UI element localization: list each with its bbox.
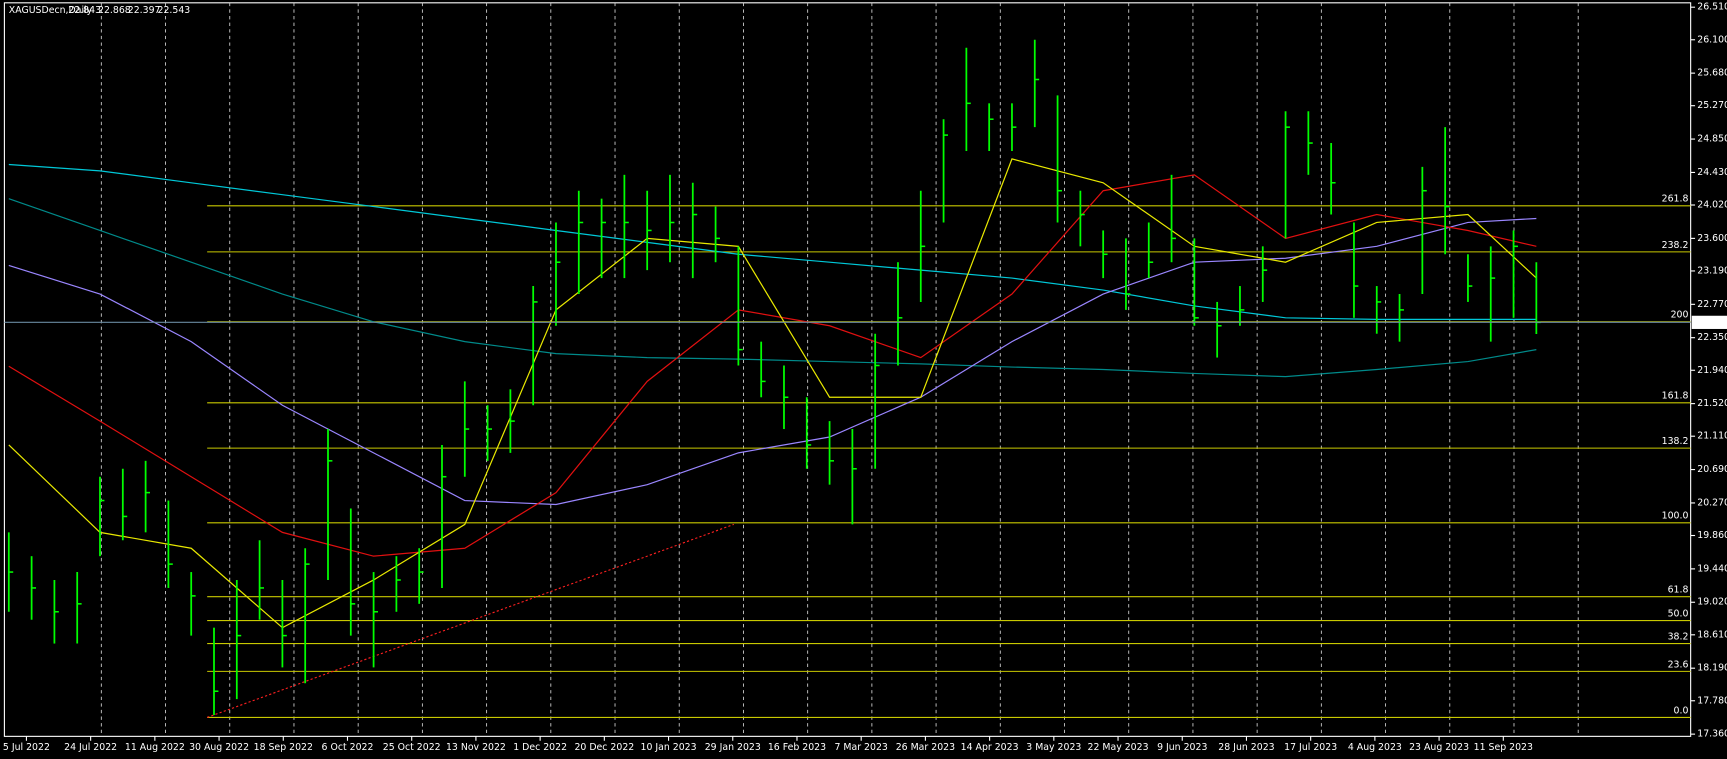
level-label: 23.6 bbox=[1668, 659, 1689, 670]
x-tick-label: 25 Oct 2022 bbox=[383, 742, 441, 753]
level-label: 38.2 bbox=[1668, 631, 1689, 642]
x-tick-label: 18 Sep 2022 bbox=[254, 742, 313, 753]
level-label: 238.2 bbox=[1662, 240, 1689, 251]
x-tick-label: 3 May 2023 bbox=[1026, 742, 1081, 753]
x-tick-label: 7 Mar 2023 bbox=[834, 742, 887, 753]
y-tick-label: 20.270 bbox=[1697, 497, 1727, 508]
x-tick-label: 10 Jan 2023 bbox=[640, 742, 696, 753]
moving-average-line bbox=[8, 217, 1537, 506]
x-tick-label: 26 Mar 2023 bbox=[896, 742, 955, 753]
x-tick-label: 24 Jul 2022 bbox=[64, 742, 117, 753]
level-label: 0.0 bbox=[1674, 705, 1689, 716]
y-tick-label: 19.020 bbox=[1697, 597, 1727, 608]
x-tick-label: 9 Jun 2023 bbox=[1157, 742, 1207, 753]
trendline bbox=[206, 523, 735, 718]
y-tick-label: 23.600 bbox=[1697, 233, 1727, 244]
y-tick-label: 24.430 bbox=[1697, 167, 1727, 178]
y-tick-label: 26.100 bbox=[1697, 34, 1727, 45]
levels: 261.8 238.2 200 161.8 138.2 100.0 61.8 50.0 38.2… bbox=[206, 194, 1691, 718]
y-tick-label: 25.270 bbox=[1697, 100, 1727, 111]
moving-average-line bbox=[8, 174, 1537, 557]
x-tick-label: 22 May 2023 bbox=[1088, 742, 1149, 753]
y-tick-label: 17.360 bbox=[1697, 729, 1727, 740]
level-label: 138.2 bbox=[1662, 436, 1689, 447]
level-label: 261.8 bbox=[1662, 194, 1689, 205]
level-label: 161.8 bbox=[1662, 391, 1689, 402]
level-label: 200 bbox=[1671, 310, 1689, 321]
x-tick-label: 6 Oct 2022 bbox=[322, 742, 374, 753]
y-tick-label: 24.020 bbox=[1697, 200, 1727, 211]
grid bbox=[100, 2, 1579, 737]
x-tick-label: 16 Feb 2023 bbox=[768, 742, 826, 753]
x-tick-label: 1 Dec 2022 bbox=[513, 742, 567, 753]
y-tick-label: 20.690 bbox=[1697, 464, 1727, 475]
header-value: 22.843 bbox=[68, 5, 101, 16]
header-value: 22.397 bbox=[128, 5, 161, 16]
y-tick-label: 17.780 bbox=[1697, 695, 1727, 706]
x-tick-label: 20 Dec 2022 bbox=[574, 742, 634, 753]
x-tick-label: 5 Jul 2022 bbox=[3, 742, 50, 753]
y-tick-label: 18.610 bbox=[1697, 629, 1727, 640]
moving-average-line bbox=[8, 158, 1537, 629]
x-tick-label: 14 Apr 2023 bbox=[961, 742, 1019, 753]
x-tick-label: 4 Aug 2023 bbox=[1348, 742, 1402, 753]
y-tick-label: 19.440 bbox=[1697, 563, 1727, 574]
x-tick-label: 13 Nov 2022 bbox=[446, 742, 506, 753]
moving-averages bbox=[8, 158, 1537, 629]
x-tick-label: 11 Aug 2022 bbox=[125, 742, 185, 753]
last-price-label: 22.543 bbox=[1695, 317, 1727, 328]
y-tick-label: 21.520 bbox=[1697, 398, 1727, 409]
y-tick-label: 26.510 bbox=[1697, 2, 1727, 13]
header-value: 22.543 bbox=[158, 5, 191, 16]
bars bbox=[7, 39, 1541, 716]
x-tick-label: 30 Aug 2022 bbox=[189, 742, 249, 753]
level-label: 100.0 bbox=[1662, 511, 1689, 522]
x-tick-label: 28 Jun 2023 bbox=[1218, 742, 1274, 753]
moving-average-line bbox=[8, 198, 1537, 378]
moving-average-line bbox=[8, 163, 1537, 320]
x-tick-label: 11 Sep 2023 bbox=[1474, 742, 1533, 753]
y-tick-label: 22.770 bbox=[1697, 299, 1727, 310]
axes: 26.510 26.100 25.680 25.270 24.850 24.430 24.0… bbox=[3, 2, 1727, 753]
x-tick-label: 23 Aug 2023 bbox=[1409, 742, 1469, 753]
y-tick-label: 25.680 bbox=[1697, 68, 1727, 79]
y-tick-label: 21.940 bbox=[1697, 365, 1727, 376]
y-tick-label: 18.190 bbox=[1697, 663, 1727, 674]
y-tick-label: 23.190 bbox=[1697, 265, 1727, 276]
plot-frame bbox=[3, 2, 1692, 737]
level-label: 50.0 bbox=[1668, 608, 1689, 619]
chart-title: XAGUSDecn,Daily bbox=[9, 5, 93, 16]
x-tick-label: 29 Jan 2023 bbox=[705, 742, 761, 753]
last-price-box bbox=[1691, 315, 1727, 329]
header-value: 22.868 bbox=[98, 5, 131, 16]
y-tick-label: 24.850 bbox=[1697, 134, 1727, 145]
y-tick-label: 19.860 bbox=[1697, 530, 1727, 541]
y-tick-label: 21.110 bbox=[1697, 431, 1727, 442]
y-tick-label: 22.350 bbox=[1697, 332, 1727, 343]
x-tick-label: 17 Jul 2023 bbox=[1284, 742, 1337, 753]
level-label: 61.8 bbox=[1668, 585, 1689, 596]
